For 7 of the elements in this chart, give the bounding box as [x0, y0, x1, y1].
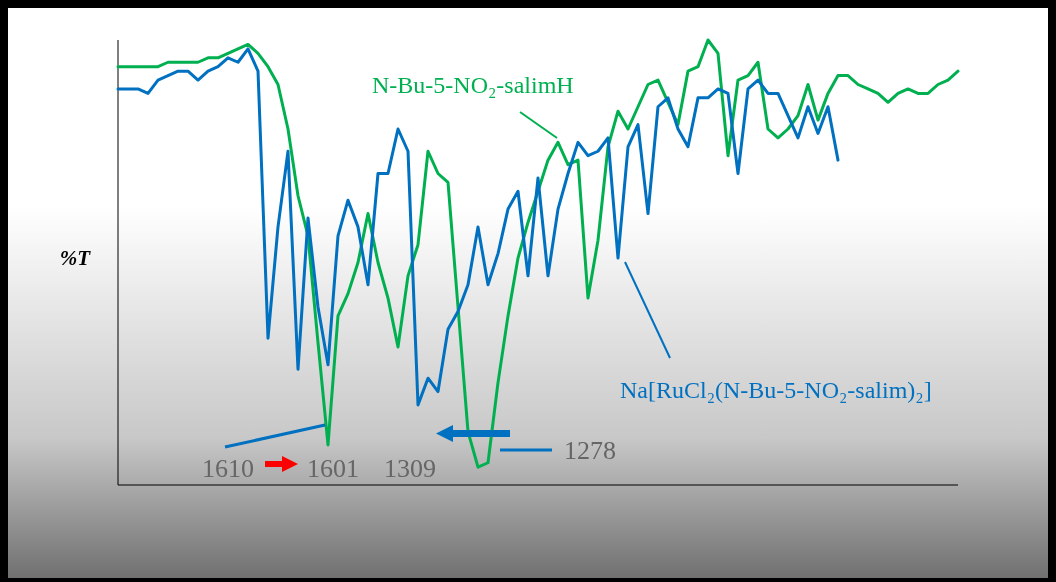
- y-axis-title: %T: [59, 246, 92, 270]
- series-label: N-Bu-5-NO₂-salimH: [372, 72, 574, 98]
- annotation: 1278: [564, 436, 616, 465]
- text: Na[RuCl₂(N-Bu-5-NO₂-salim)₂]: [620, 377, 932, 403]
- annotation: 1610: [202, 454, 254, 483]
- annotation: 1601: [307, 454, 359, 483]
- annotation: 1309: [384, 454, 436, 483]
